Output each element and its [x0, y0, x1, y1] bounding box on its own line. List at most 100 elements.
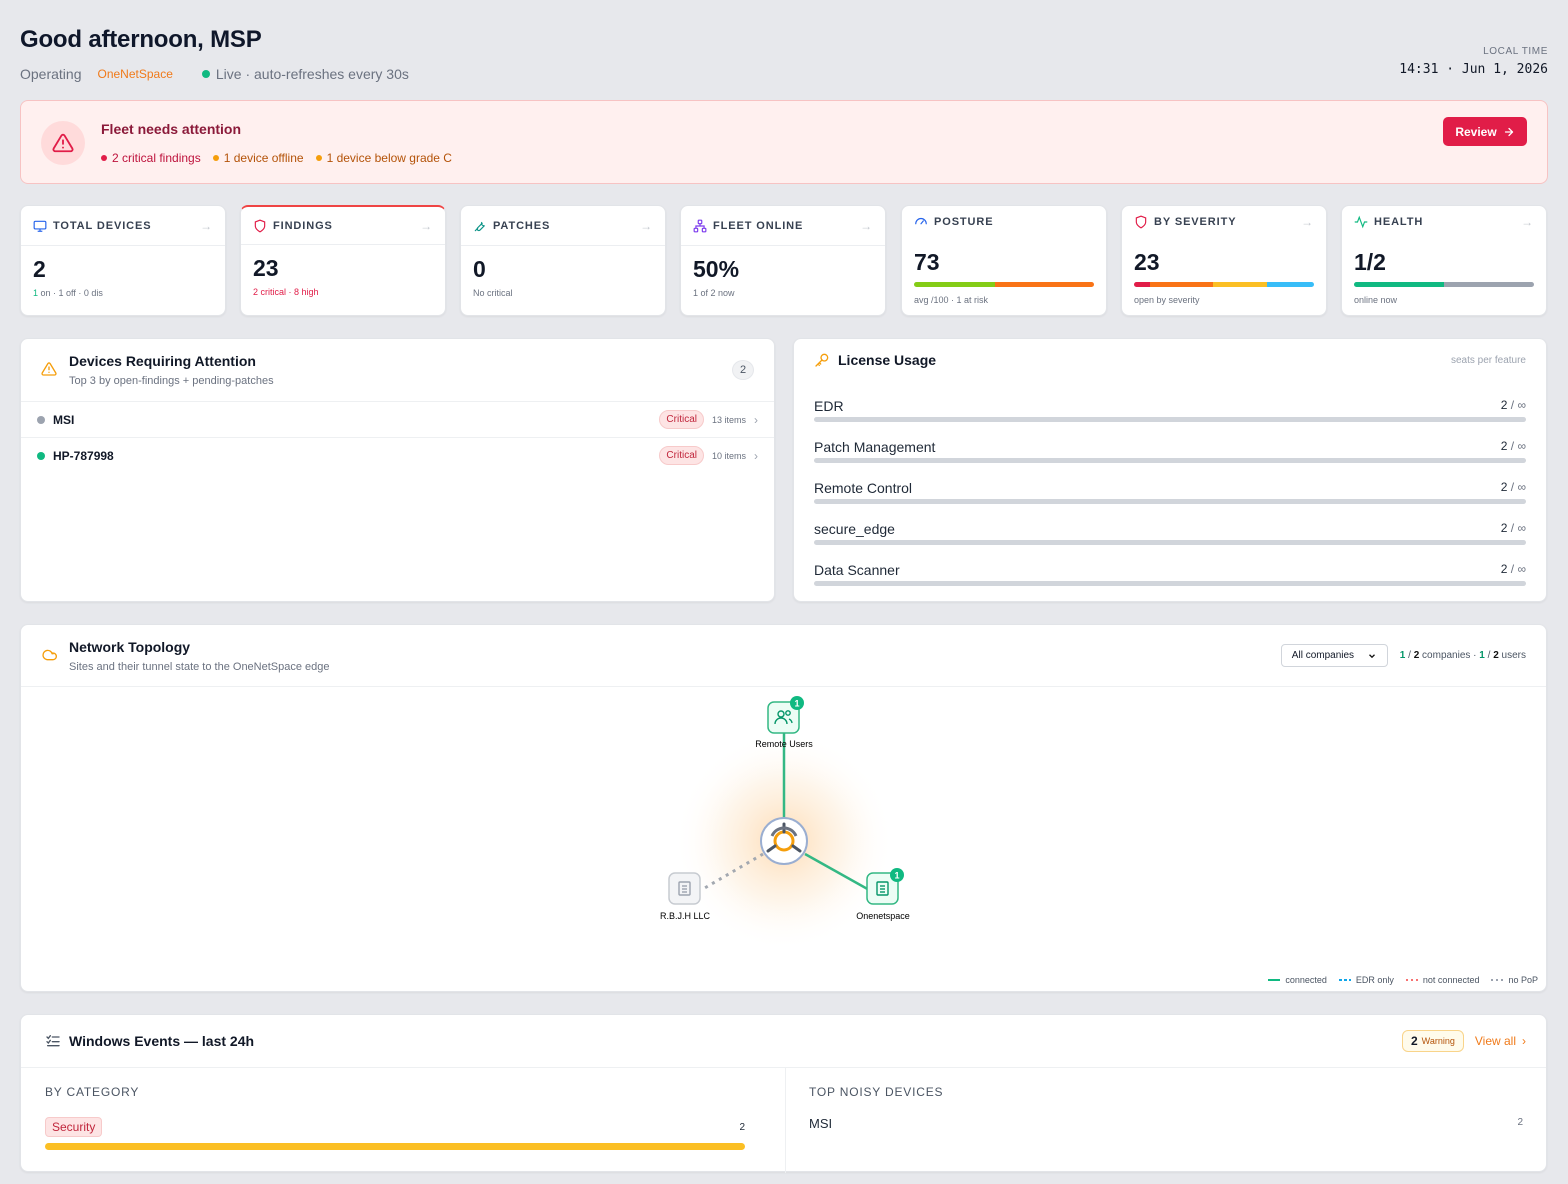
- critical-badge: Critical: [659, 446, 704, 465]
- license-used: 2: [1500, 398, 1508, 412]
- kpi-sub: 2 critical · 8 high: [253, 287, 319, 297]
- kpi-sub-on: 1: [33, 288, 39, 298]
- kpi-findings[interactable]: FINDINGS → 23 2 critical · 8 high: [240, 205, 446, 316]
- dot-icon: [101, 155, 107, 161]
- chevron-right-icon: ›: [754, 448, 758, 463]
- arrow-right-icon: →: [1521, 215, 1534, 229]
- kpi-sub: online now: [1354, 295, 1398, 305]
- fleet-alert-banner: Fleet needs attention 2 critical finding…: [20, 100, 1548, 184]
- kpi-fleet-online[interactable]: FLEET ONLINE → 50% 1 of 2 now: [680, 205, 886, 316]
- node-badge-count: 1: [794, 699, 799, 709]
- kpi-label: PATCHES: [493, 219, 551, 232]
- company-filter-select[interactable]: All companies: [1280, 644, 1388, 667]
- legend-item: connected: [1268, 975, 1327, 985]
- severity-high-segment: [1150, 282, 1214, 287]
- license-value: 2 / ∞: [1500, 521, 1526, 535]
- users-connected: 1: [1479, 650, 1485, 661]
- panel-title: Devices Requiring Attention: [69, 353, 256, 369]
- kpi-sub: open by severity: [1134, 295, 1200, 305]
- review-button[interactable]: Review: [1443, 117, 1527, 146]
- license-bar: [814, 499, 1526, 504]
- wrench-icon: [473, 219, 487, 233]
- local-time: LOCAL TIME 14:31 · Jun 1, 2026: [1399, 46, 1548, 77]
- device-name: MSI: [53, 412, 75, 427]
- kpi-value: 73: [914, 249, 940, 275]
- building-icon: [876, 881, 889, 896]
- license-value: 2 / ∞: [1500, 398, 1526, 412]
- kpi-value: 1/2: [1354, 249, 1386, 275]
- kpi-value: 23: [1134, 249, 1160, 275]
- rbjh-node[interactable]: R.B.J.H LLC: [660, 872, 711, 921]
- arrow-right-icon: →: [640, 218, 653, 233]
- by-category-label: BY CATEGORY: [45, 1085, 140, 1099]
- license-total: ∞: [1517, 439, 1526, 453]
- device-items: 13 items: [711, 414, 746, 425]
- view-all-link[interactable]: View all ›: [1475, 1034, 1526, 1048]
- topology-legend: connected EDR only not connected no PoP: [1268, 975, 1538, 985]
- checklist-icon: [45, 1033, 61, 1049]
- column-divider: [785, 1068, 786, 1173]
- license-name: Patch Management: [814, 439, 936, 455]
- building-icon: [678, 881, 691, 896]
- kpi-label: POSTURE: [934, 216, 994, 228]
- companies-label: companies: [1422, 650, 1471, 661]
- onenetspace-node[interactable]: 1 Onenetspace: [856, 868, 910, 921]
- dot-icon: [212, 155, 219, 161]
- node-badge: [890, 868, 904, 882]
- arrow-right-icon: →: [1301, 215, 1314, 229]
- severity-low-segment: [1267, 282, 1314, 287]
- panel-title: License Usage: [838, 352, 937, 368]
- kpi-total-devices[interactable]: TOTAL DEVICES → 2 1 on · 1 off · 0 dis: [20, 205, 226, 316]
- noisy-device-row[interactable]: MSI 2: [809, 1115, 1523, 1133]
- alert-item: 2 critical findings: [101, 151, 201, 165]
- edge-hub-node[interactable]: [760, 817, 808, 865]
- license-value: 2 / ∞: [1500, 480, 1526, 494]
- arrow-right-icon: →: [420, 218, 433, 233]
- arrow-right-icon: [1504, 127, 1513, 136]
- license-row: Data Scanner 2 / ∞: [814, 562, 1526, 592]
- legend-label: EDR only: [1355, 975, 1394, 985]
- local-time-label: LOCAL TIME: [1483, 46, 1548, 57]
- alert-item-text: 2 critical findings: [112, 151, 201, 165]
- kpi-sub: No critical: [473, 288, 513, 298]
- gauge-icon: [914, 215, 928, 229]
- license-total: ∞: [1517, 562, 1526, 576]
- alert-item-text: 1 device offline: [223, 151, 304, 165]
- kpi-health[interactable]: HEALTH → 1/2 online now: [1341, 205, 1547, 316]
- severity-bar: [1134, 282, 1314, 287]
- warning-count: 2: [1410, 1034, 1418, 1048]
- alert-title: Fleet needs attention: [101, 121, 242, 137]
- warning-triangle-icon: [41, 361, 57, 377]
- shield-icon: [1134, 215, 1148, 229]
- legend-item: not connected: [1405, 975, 1480, 985]
- users-icon: [774, 710, 793, 725]
- license-row: Remote Control 2 / ∞: [814, 480, 1526, 510]
- device-row[interactable]: HP-787998 Critical 10 items ›: [21, 437, 774, 473]
- license-name: secure_edge: [814, 521, 895, 537]
- kpi-patches[interactable]: PATCHES → 0 No critical: [460, 205, 666, 316]
- category-row[interactable]: Security 2: [45, 1117, 745, 1150]
- chevron-right-icon: ›: [754, 412, 758, 427]
- posture-bar: [914, 282, 1094, 287]
- kpi-by-severity[interactable]: BY SEVERITY → 23 open by severity: [1121, 205, 1327, 316]
- org-name[interactable]: OneNetSpace: [97, 67, 173, 81]
- kpi-sub: 1 on · 1 off · 0 dis: [33, 288, 103, 298]
- alert-items: 2 critical findings 1 device offline 1 d…: [101, 151, 452, 165]
- legend-label: not connected: [1422, 975, 1480, 985]
- kpi-value: 50%: [693, 256, 740, 282]
- license-value: 2 / ∞: [1500, 562, 1526, 576]
- panel-title: Windows Events — last 24h: [69, 1033, 255, 1049]
- connection-summary: 1 / 2 companies · 1 / 2 users: [1399, 650, 1526, 661]
- live-indicator: Live · auto-refreshes every 30s: [201, 66, 409, 82]
- chevron-right-icon: ›: [1522, 1034, 1526, 1048]
- noisy-devices-label: TOP NOISY DEVICES: [809, 1085, 944, 1099]
- device-row[interactable]: MSI Critical 13 items ›: [21, 401, 774, 437]
- key-icon: [814, 352, 830, 368]
- noisy-device-count: 2: [1517, 1117, 1523, 1128]
- panel-title: Network Topology: [69, 639, 191, 655]
- kpi-label: HEALTH: [1374, 216, 1424, 228]
- kpi-posture[interactable]: POSTURE 73 avg /100 · 1 at risk: [901, 205, 1107, 316]
- live-dot-icon: [201, 70, 210, 78]
- remote-users-node[interactable]: 1 Remote Users: [755, 696, 813, 749]
- live-text: Live · auto-refreshes every 30s: [215, 66, 409, 82]
